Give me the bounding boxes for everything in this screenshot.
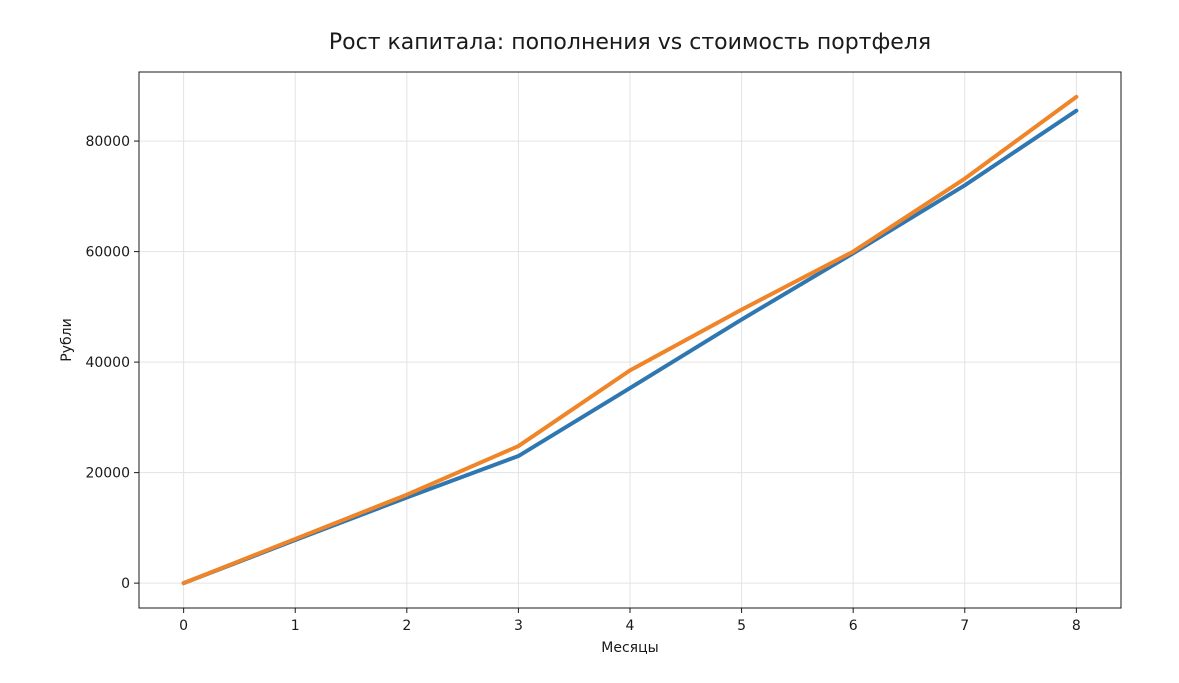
x-tick-label: 4 — [626, 618, 635, 634]
y-axis-label: Рубли — [59, 318, 75, 361]
y-tick-label: 20000 — [85, 466, 130, 482]
series-line-portfolio — [181, 94, 1079, 586]
x-tick-label: 0 — [179, 618, 188, 634]
y-tick-label: 60000 — [85, 245, 130, 261]
series-group — [181, 94, 1079, 586]
x-tick-label: 2 — [402, 618, 411, 634]
y-tick-label: 40000 — [85, 355, 130, 371]
x-tick-label: 8 — [1072, 618, 1081, 634]
y-tick-label: 80000 — [85, 134, 130, 150]
y-tick-label: 0 — [121, 576, 130, 592]
x-tick-label: 5 — [737, 618, 746, 634]
chart-title: Рост капитала: пополнения vs стоимость п… — [329, 30, 931, 55]
x-tick-label: 6 — [849, 618, 858, 634]
x-tick-label: 3 — [514, 618, 523, 634]
x-axis: 0 1 2 3 4 5 6 7 8 — [179, 608, 1081, 634]
x-axis-label: Месяцы — [601, 640, 658, 656]
grid — [139, 72, 1121, 608]
x-tick-label: 1 — [291, 618, 300, 634]
x-tick-label: 7 — [960, 618, 969, 634]
y-axis: 0 20000 40000 60000 80000 — [85, 134, 139, 592]
